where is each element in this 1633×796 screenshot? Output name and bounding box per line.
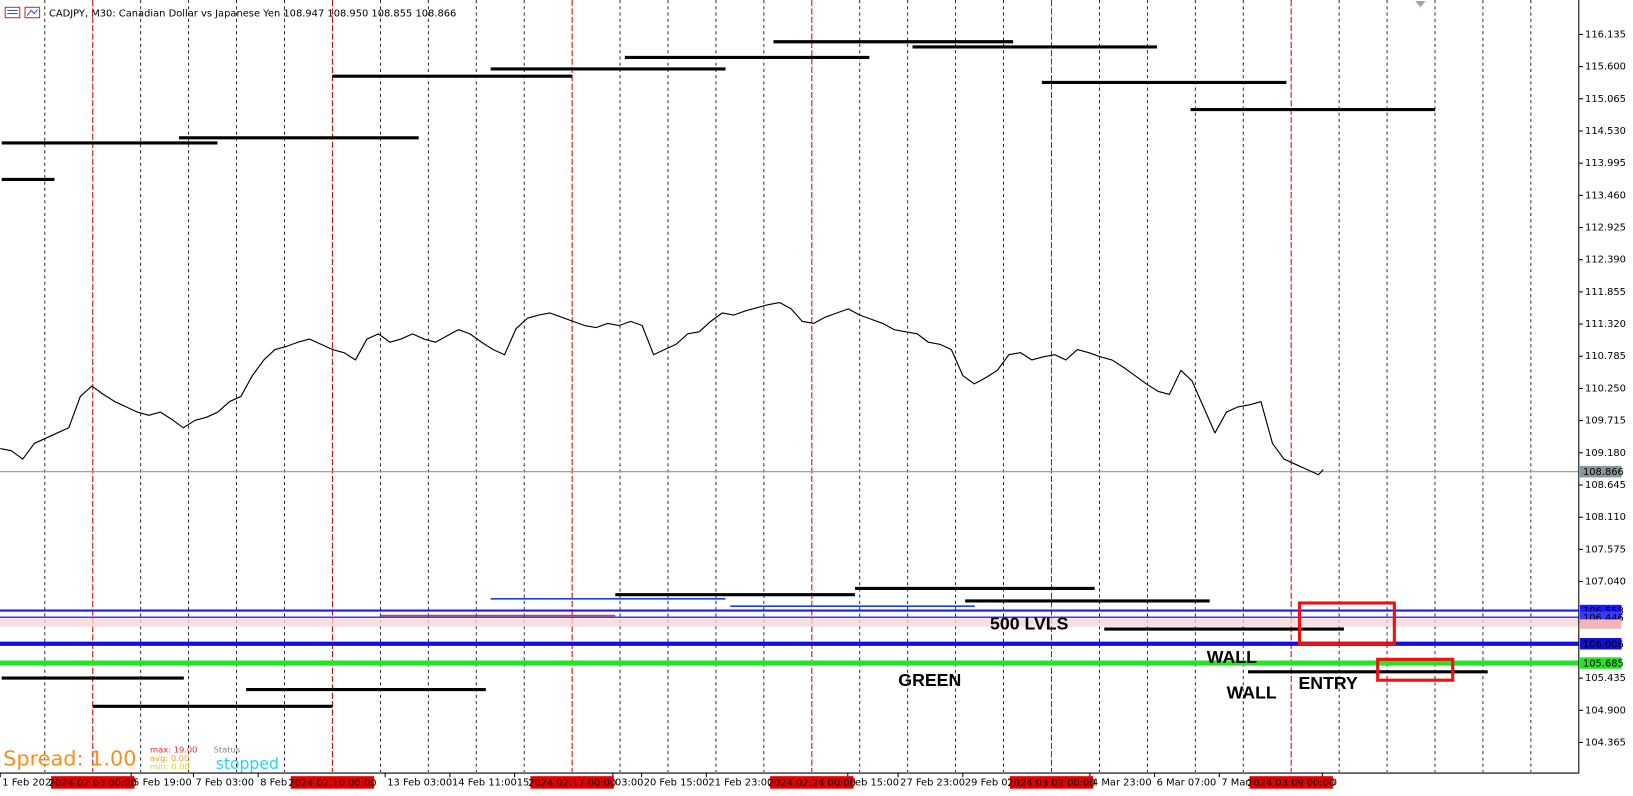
x-tick-label: 6 Mar 07:00 — [1157, 777, 1217, 788]
y-tick-label: 108.110 — [1585, 512, 1626, 523]
x-tick-label: Feb 15:00 — [850, 777, 899, 788]
x-tick-label: 5 Feb 19:00 — [133, 777, 192, 788]
separator-tag — [770, 776, 854, 789]
status-value: stopped — [216, 754, 279, 773]
y-tick-label: 110.785 — [1585, 351, 1626, 362]
y-tick-label: 107.040 — [1585, 577, 1626, 588]
chart-title: CADJPY, M30: Canadian Dollar vs Japanese… — [49, 9, 456, 20]
price-tag-label: 105.685 — [1583, 659, 1624, 670]
x-tick-label: 14 Feb 11:00 — [452, 777, 517, 788]
y-tick-label: 112.390 — [1585, 255, 1626, 266]
price-tag — [1579, 465, 1622, 478]
price-tag-label: 106.006 — [1583, 639, 1624, 650]
separator-tag — [290, 776, 375, 789]
x-tick-label: 03:00 — [615, 777, 644, 788]
y-tick-label: 108.645 — [1585, 480, 1626, 491]
spread-stat: min: 0.00 — [150, 761, 190, 771]
y-tick-label: 114.530 — [1585, 126, 1626, 137]
price-tag — [1579, 619, 1622, 629]
y-tick-label: 113.995 — [1585, 158, 1626, 169]
spread-stat: avg: 0.00 — [150, 753, 189, 763]
y-tick-label: 105.435 — [1585, 673, 1626, 684]
annotation: ENTRY — [1298, 673, 1358, 693]
x-tick-label: 27 Feb 23:00 — [900, 777, 965, 788]
separator-label: 2024.03.09 00:00 — [1247, 778, 1335, 789]
separator-label: 2024.02.17 00:00 — [528, 778, 616, 789]
x-tick-label: 13 Feb 03:00 — [387, 777, 452, 788]
separator-tag — [1249, 776, 1333, 789]
y-tick-label: 110.250 — [1585, 383, 1626, 394]
y-tick-label: 112.925 — [1585, 223, 1626, 234]
y-tick-label: 111.855 — [1585, 287, 1626, 298]
spread-value: Spread: 1.00 — [3, 746, 136, 770]
highlight-box — [1297, 601, 1396, 646]
y-tick-label: 115.600 — [1585, 62, 1626, 73]
price-tag — [1579, 657, 1622, 669]
x-tick-label: 7 Feb 03:00 — [196, 777, 255, 788]
y-tick-label: 113.460 — [1585, 190, 1626, 201]
x-tick-label: 21 Feb 23:00 — [708, 777, 773, 788]
y-tick-label: 109.180 — [1585, 448, 1626, 459]
x-tick-label: 1 Feb 2024 — [2, 777, 57, 788]
annotation: GREEN — [898, 670, 961, 690]
x-tick-label: 29 Feb 07 — [965, 777, 1014, 788]
y-tick-label: 107.575 — [1585, 544, 1626, 555]
y-tick-label: 104.900 — [1585, 705, 1626, 716]
status-label: Status — [214, 745, 241, 755]
spread-panel: Spread: 1.00 max: 19.00 avg: 0.00 min: 0… — [3, 745, 279, 774]
separator-label: 2024.03.02 00:00 — [1007, 778, 1095, 789]
price-tag — [1579, 604, 1622, 617]
price-tag — [1579, 611, 1622, 624]
y-tick-label: 111.320 — [1585, 319, 1626, 330]
separator-tag — [51, 776, 135, 789]
price-tag-label: 108.866 — [1583, 467, 1624, 478]
scroll-marker — [1415, 1, 1426, 8]
price-tag — [1579, 638, 1622, 650]
annotation: WALL — [1227, 682, 1277, 702]
y-tick-label: 109.715 — [1585, 416, 1626, 427]
price-tag-label: 106.446 — [1583, 613, 1624, 624]
annotation: WALL — [1207, 647, 1257, 667]
separator-label: 2024.02.24 00:00 — [768, 778, 856, 789]
header-icons — [4, 6, 41, 19]
spread-stat: max: 19.00 — [150, 745, 197, 755]
separator-label: 2024.02.03 00:00 — [49, 778, 137, 789]
x-tick-label: 4 Mar 23:00 — [1092, 777, 1152, 788]
x-tick-label: 15 F — [517, 777, 539, 788]
y-tick-label: 116.135 — [1585, 29, 1626, 40]
separator-tag — [1009, 776, 1094, 789]
separator-label: 2024.02.10 00:00 — [288, 778, 376, 789]
zone-band — [0, 618, 1579, 627]
y-tick-label: 115.065 — [1585, 94, 1626, 105]
annotation: 500 LVLS — [990, 614, 1069, 634]
x-tick-label: 20 Feb 15:00 — [644, 777, 709, 788]
x-tick-label: 8 Feb 1 — [260, 777, 296, 788]
price-line-series — [0, 301, 1324, 476]
x-tick-label: 7 Mar — [1221, 777, 1250, 788]
highlight-box — [1376, 657, 1455, 682]
separator-tag — [530, 776, 614, 789]
y-tick-label: 104.365 — [1585, 737, 1626, 748]
